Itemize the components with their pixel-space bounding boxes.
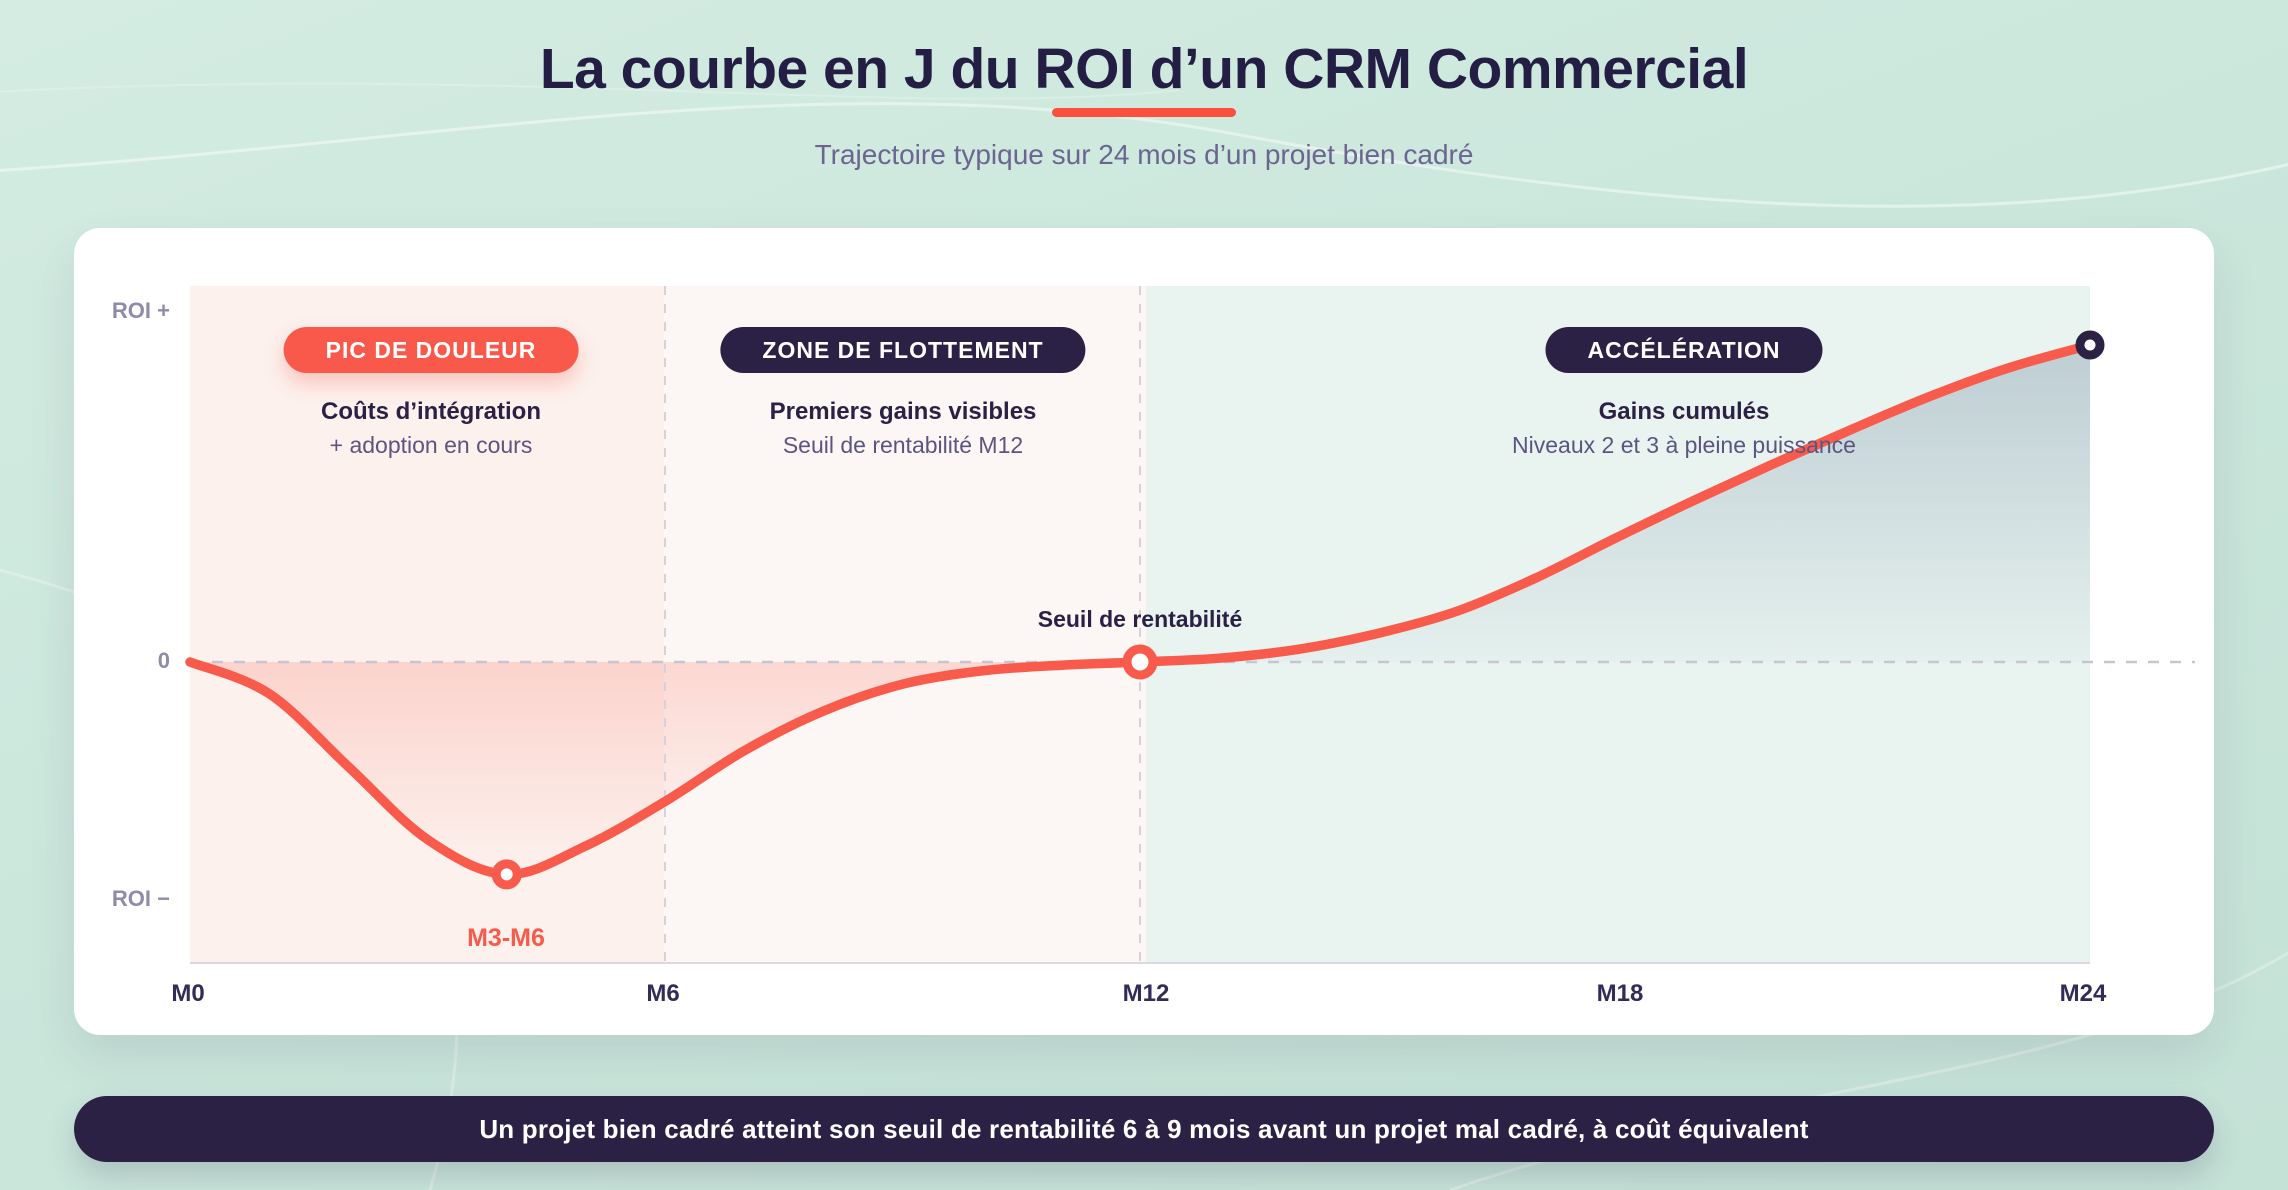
roi-plot-area: PIC DE DOULEUR ZONE DE FLOTTEMENT ACCÉLÉ… — [185, 286, 2195, 964]
marker-breakeven — [1122, 644, 1158, 680]
key-takeaway-banner: Un projet bien cadré atteint son seuil d… — [74, 1096, 2214, 1162]
zone-pain-line1: Coûts d’intégration — [321, 398, 541, 425]
x-tick-m0: M0 — [171, 980, 205, 1007]
y-axis-label-zero: 0 — [157, 648, 170, 673]
badge-pic-de-douleur: PIC DE DOULEUR — [283, 327, 579, 373]
x-tick-m18: M18 — [1596, 980, 1644, 1007]
zone-float-line1: Premiers gains visibles — [769, 398, 1037, 425]
key-takeaway-text: Un projet bien cadré atteint son seuil d… — [479, 1113, 1809, 1144]
zone-accel-line2: Niveaux 2 et 3 à pleine puissance — [1512, 432, 1856, 458]
dip-annotation: M3-M6 — [467, 924, 545, 952]
marker-dip — [491, 859, 522, 890]
zone-float-background — [664, 286, 1146, 962]
wave-line — [0, 82, 1181, 100]
zone-accel-line1: Gains cumulés — [1598, 398, 1770, 425]
chart-card: ROI + 0 ROI − PIC DE DO — [74, 228, 2214, 1035]
marker-end — [2075, 330, 2105, 360]
badge-zone-de-flottement: ZONE DE FLOTTEMENT — [720, 327, 1086, 373]
zone-pain-line2: + adoption en cours — [329, 432, 533, 458]
negative-roi-fill — [190, 662, 1140, 875]
x-tick-m24: M24 — [2059, 980, 2107, 1007]
roi-curve-chart — [185, 286, 2195, 962]
wave-line — [0, 102, 2288, 208]
page-subtitle: Trajectoire typique sur 24 mois d’un pro… — [814, 139, 1474, 170]
positive-roi-fill — [1140, 345, 2090, 662]
badge-acceleration: ACCÉLÉRATION — [1545, 327, 1823, 373]
y-axis-label-roi-minus: ROI − — [111, 886, 170, 911]
y-axis-label-roi-plus: ROI + — [111, 298, 170, 323]
title-underline-accent — [1052, 108, 1236, 117]
zone-float-line2: Seuil de rentabilité M12 — [782, 432, 1024, 458]
breakeven-annotation: Seuil de rentabilité — [1037, 606, 1243, 632]
x-tick-m6: M6 — [646, 980, 680, 1007]
page-title: La courbe en J du ROI d’un CRM Commercia… — [539, 37, 1749, 101]
x-tick-m12: M12 — [1122, 980, 1170, 1007]
